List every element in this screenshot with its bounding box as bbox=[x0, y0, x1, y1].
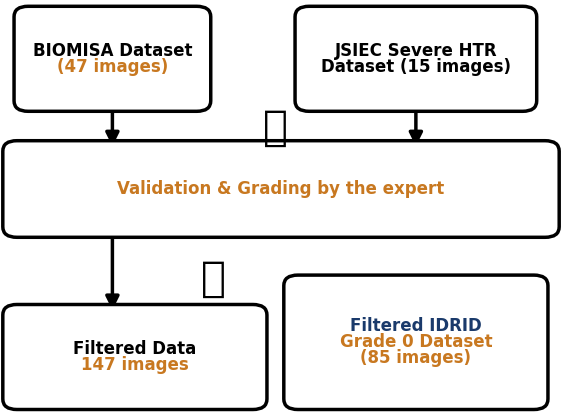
Text: ➕: ➕ bbox=[263, 107, 288, 149]
Text: JSIEC Severe HTR: JSIEC Severe HTR bbox=[334, 42, 497, 60]
Text: Validation & Grading by the expert: Validation & Grading by the expert bbox=[117, 180, 445, 198]
Text: 147 images: 147 images bbox=[81, 356, 189, 374]
FancyBboxPatch shape bbox=[295, 6, 537, 111]
FancyBboxPatch shape bbox=[3, 304, 267, 410]
Text: ➕: ➕ bbox=[201, 258, 226, 300]
FancyBboxPatch shape bbox=[284, 275, 548, 410]
Text: Dataset (15 images): Dataset (15 images) bbox=[321, 58, 511, 76]
FancyBboxPatch shape bbox=[3, 141, 559, 237]
Text: Filtered IDRID: Filtered IDRID bbox=[350, 318, 482, 335]
Text: Grade 0 Dataset: Grade 0 Dataset bbox=[339, 333, 492, 351]
FancyBboxPatch shape bbox=[14, 6, 211, 111]
Text: BIOMISA Dataset: BIOMISA Dataset bbox=[33, 42, 192, 60]
Text: Filtered Data: Filtered Data bbox=[73, 340, 197, 358]
Text: (47 images): (47 images) bbox=[57, 58, 168, 76]
Text: (85 images): (85 images) bbox=[360, 349, 472, 367]
